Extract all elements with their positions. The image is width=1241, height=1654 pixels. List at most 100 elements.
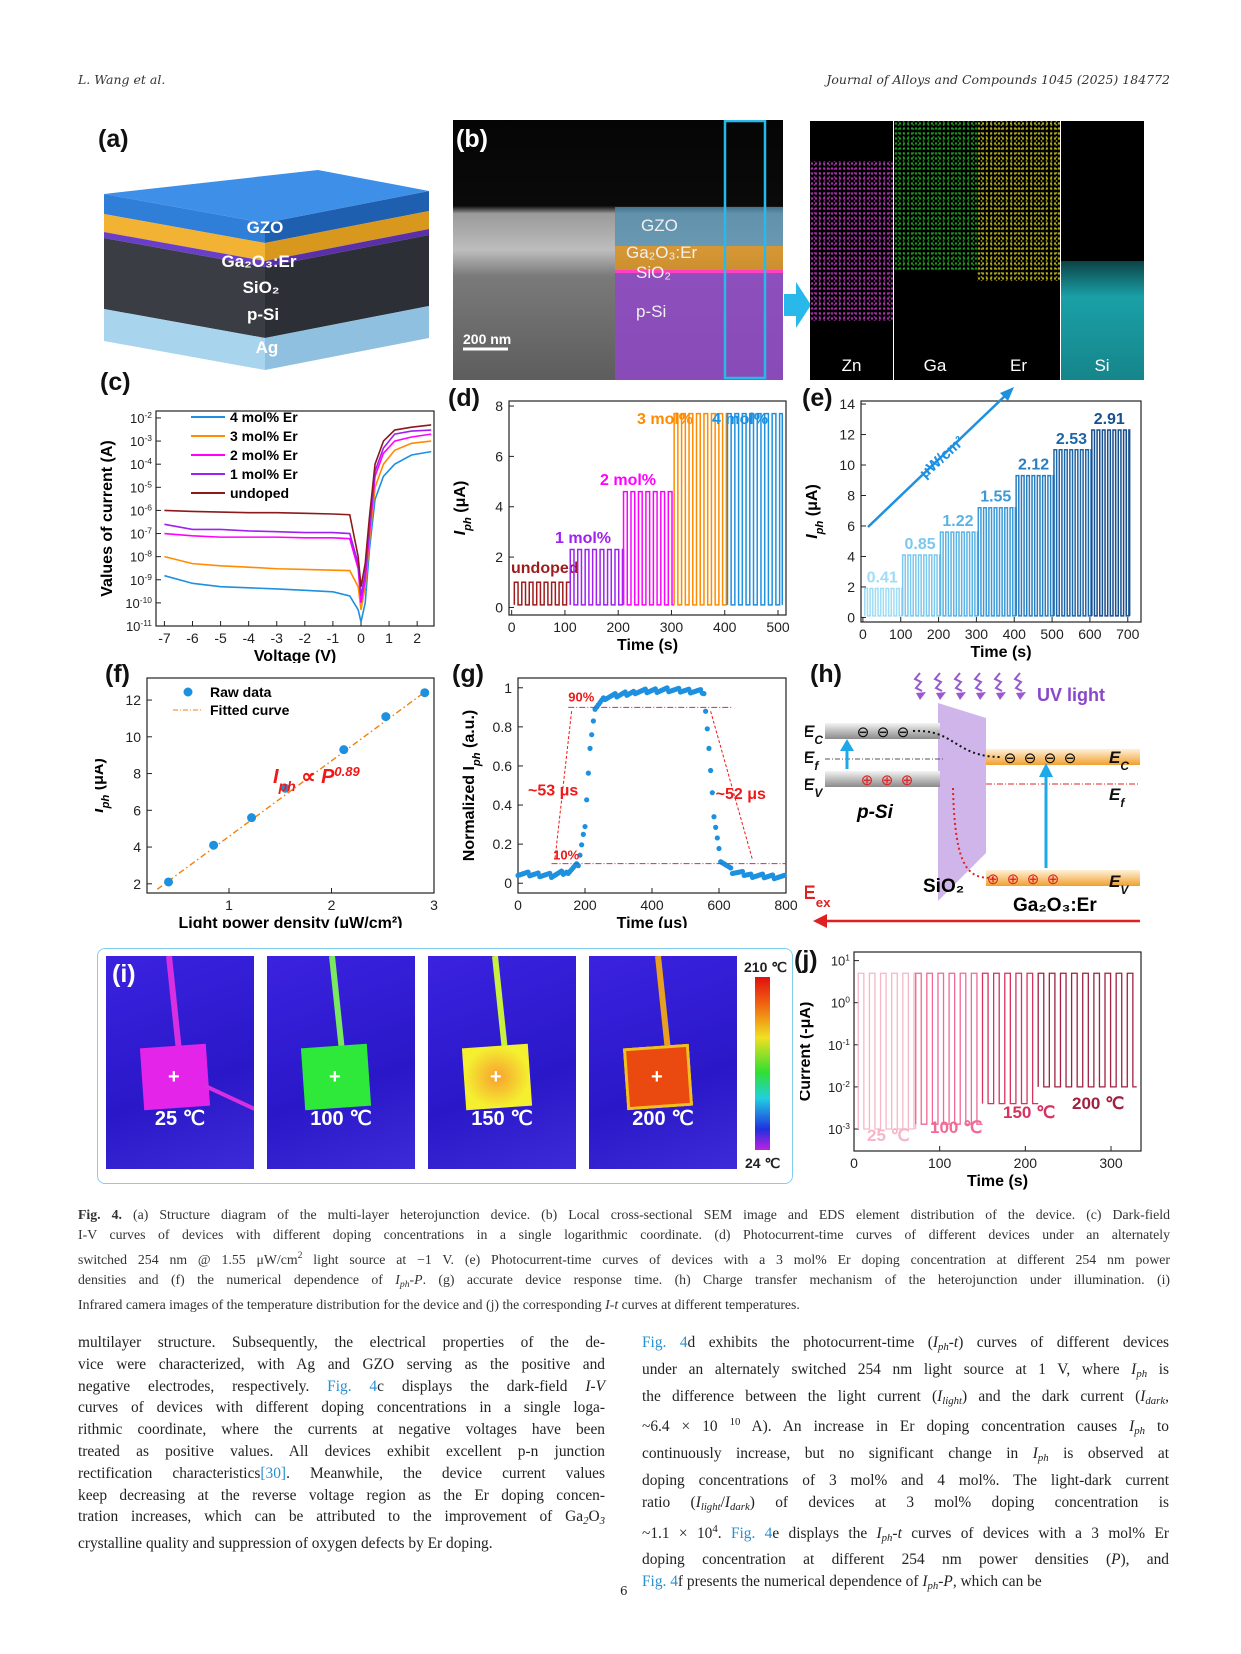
text-run: densities and (f) the numerical dependen…: [78, 1271, 396, 1287]
uv-arrow-head: [936, 692, 946, 700]
eds-map-si: Si: [1060, 121, 1144, 380]
power-density-label: 2.12: [1018, 457, 1049, 474]
text-run: switched 254 nm @ 1.55 μW/cm: [78, 1251, 298, 1267]
panel-label-a: (a): [98, 125, 129, 153]
figure-link[interactable]: [30]: [260, 1464, 287, 1482]
unit-annotation: μW/cm²: [916, 433, 968, 482]
layer-left-face: [104, 232, 265, 267]
y-tick-label: 10-2: [828, 1079, 850, 1095]
fall-arrow: [710, 711, 753, 860]
power-density-label: 1.55: [980, 489, 1011, 506]
data-point: [247, 813, 257, 823]
sem-layer-label: GZO: [641, 216, 678, 235]
y-tick-label: 8: [495, 398, 503, 414]
label-ev-ga2o3-base: E: [1109, 872, 1121, 891]
probe-wire: [329, 956, 346, 1056]
text-run: tration increases, which can be attribut…: [78, 1508, 584, 1526]
tick-exponent: -2: [842, 1079, 850, 1089]
threshold-10-label: 10%: [553, 848, 579, 863]
text-run: 2: [297, 1249, 303, 1261]
text-run: Fig. 4.: [78, 1207, 122, 1222]
text-run: the difference between the light current…: [642, 1387, 938, 1405]
x-tick-label: 0: [508, 619, 516, 635]
running-header-authors: L. Wang et al.: [78, 72, 166, 87]
text-run: I: [937, 1387, 943, 1405]
electric-field-label: Eex: [805, 883, 831, 910]
tick-exponent: -10: [140, 595, 153, 605]
y-tick-label: 0.6: [493, 758, 513, 774]
y-tick-label: 10-7: [130, 526, 152, 542]
panel-label-i: (i): [112, 960, 136, 988]
figure-link[interactable]: Fig. 4: [327, 1377, 378, 1395]
arrow-right-icon: [784, 282, 811, 328]
label-ev-psi-base: E: [805, 775, 815, 794]
y-tick-label: 10-9: [130, 572, 152, 588]
data-point: [587, 745, 593, 751]
figure-link[interactable]: Fig. 4: [642, 1334, 688, 1351]
data-point: [339, 745, 349, 755]
tick-exponent: -5: [144, 479, 152, 489]
uv-light-label: UV light: [1037, 685, 1105, 705]
tick-exponent: -3: [144, 433, 152, 443]
text-run: /: [720, 1493, 725, 1511]
probe-wire: [655, 956, 672, 1056]
figure-link[interactable]: Fig. 4: [730, 1524, 773, 1542]
data-point: [582, 823, 588, 830]
x-tick-label: 600: [1078, 626, 1102, 642]
trend-arrow: [867, 392, 1009, 528]
uv-light-ray: [933, 672, 943, 692]
text-run: light source at −1 V. (e) Photocurrent-t…: [302, 1251, 1171, 1267]
text-run: P: [1111, 1551, 1121, 1569]
uv-arrow-head: [956, 692, 966, 700]
square-wave-3: [1037, 972, 1137, 1088]
uv-arrow-head: [976, 692, 986, 700]
square-wave-0: [857, 972, 917, 1130]
figure-link[interactable]: Fig. 4: [642, 1573, 678, 1591]
text-run: ratio (: [642, 1493, 696, 1511]
y-tick-label: 10-10: [125, 595, 152, 611]
y-tick-label: 8: [133, 766, 141, 782]
layer-right-face: [265, 211, 429, 261]
y-label-sub: ph: [462, 517, 474, 532]
y-label-base: Normalized I: [461, 766, 478, 861]
text-line: vice were characterized, with Ag and GZO…: [78, 1354, 605, 1376]
y-tick-label: 12: [125, 692, 141, 708]
x-tick-label: 500: [1040, 626, 1064, 642]
y-tick-label: 0.2: [493, 836, 513, 852]
uv-light-ray: [953, 672, 963, 692]
x-tick-label: 300: [965, 626, 989, 642]
hole-transfer-path: [952, 787, 994, 879]
overlay-ga2o3: [615, 246, 783, 270]
eds-signal: [977, 121, 1060, 281]
label-ef-psi-base: E: [805, 748, 815, 767]
annotation-part: ∝: [296, 766, 321, 788]
y-tick-label: 2: [495, 549, 503, 565]
tick-base: 10: [130, 503, 144, 518]
data-point: [580, 831, 586, 837]
series-line-0: [164, 450, 432, 623]
temperature-label: 100 ℃: [310, 1108, 372, 1130]
temperature-colorbar: [755, 977, 770, 1150]
tick-exponent: -6: [144, 502, 152, 512]
chart-dark-iv-curves: -7 -6 -5 -4 -3 -2 -1 0 1 210-210-310-410-510-610-…: [99, 409, 435, 663]
text-run: 4: [712, 1522, 718, 1535]
tick-base: 10: [828, 1038, 842, 1053]
y-label-base: Values of current (A): [99, 440, 116, 596]
sem-layer-label: p-Si: [636, 302, 666, 321]
annotation-part: ph: [278, 778, 296, 794]
series-line-2: [164, 433, 432, 604]
x-axis-label: Time (μs): [617, 915, 688, 928]
y-label-base: I: [453, 530, 469, 535]
ga2o3-label: Ga₂O₃:Er: [1013, 895, 1097, 916]
y-tick-label: 4: [495, 499, 503, 515]
text-run: light: [942, 1394, 963, 1407]
psi-conduction-band: [825, 723, 940, 739]
eds-map-er: Er: [977, 121, 1060, 380]
top-face: [104, 170, 429, 223]
label-ec-ga2o3-base: E: [1109, 748, 1121, 767]
x-tick-label: 100: [928, 1155, 952, 1171]
data-point: [716, 845, 722, 852]
eds-signal: [810, 161, 893, 321]
layer-right-face: [265, 235, 429, 338]
